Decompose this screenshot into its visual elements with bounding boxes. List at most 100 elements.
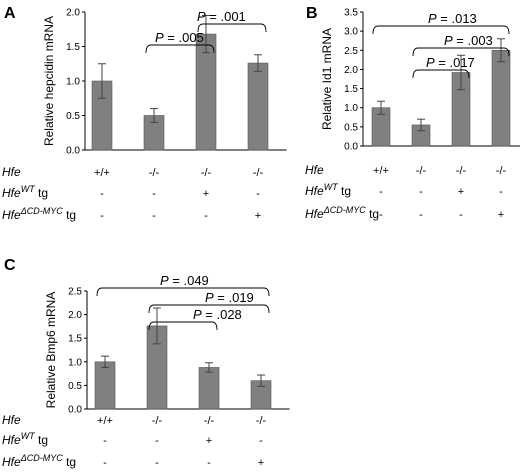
- genotype-cell: -: [152, 188, 156, 200]
- genotype-cell: +: [258, 457, 264, 469]
- p-value: = .019: [214, 290, 254, 305]
- genotype-cell: -: [207, 457, 211, 469]
- genotype-cell: -: [259, 435, 263, 447]
- genotype-cell: +/+: [373, 165, 389, 177]
- significance-bracket: [145, 44, 215, 54]
- y-tick-label: 0.0: [344, 142, 358, 153]
- panel-c: C 0.0 0.5 1.0 1.5 2.0 2.5 Relative Bmp6 mRNA P =…: [2, 257, 290, 469]
- genotype-cell: -: [103, 457, 107, 469]
- genotype-cell: -: [152, 210, 156, 222]
- significance-bracket: [412, 69, 470, 79]
- genotype-cell: -: [155, 457, 159, 469]
- p-value-label: P = .049: [160, 273, 209, 288]
- y-tick-label: 3.5: [344, 8, 358, 19]
- genotype-superscript: ΔCD-MYC: [20, 453, 64, 463]
- significance-bracket: [148, 321, 218, 331]
- genotype-cell: -/-: [253, 167, 264, 179]
- significance-bracket: [148, 304, 270, 314]
- p-value-label: P = .013: [428, 11, 477, 26]
- p-symbol: P: [426, 55, 435, 70]
- p-value-label: P = .003: [444, 33, 493, 48]
- bar: [198, 367, 220, 410]
- bar: [491, 49, 511, 147]
- genotype-cell: +: [206, 435, 212, 447]
- genotype-cell: -: [379, 209, 383, 221]
- p-value-label: P = .001: [197, 9, 246, 24]
- p-symbol: P: [155, 30, 164, 45]
- y-tick-label: 0.0: [68, 405, 82, 416]
- p-value-label: P = .017: [426, 55, 475, 70]
- panel-a: A 0.0 0.5 1.0 1.5 2.0 Relative hepcidin mRNA P …: [2, 5, 287, 222]
- genotype-cell: -: [419, 186, 423, 198]
- genotype-cell: -: [103, 435, 107, 447]
- panel-label: B: [306, 5, 318, 22]
- genotype-cell: -: [100, 188, 104, 200]
- genotype-row-label: HfeΔCD-MYC tg: [2, 453, 76, 469]
- genotype-cell: -/-: [152, 415, 163, 427]
- p-symbol: P: [205, 290, 214, 305]
- p-value: = .013: [437, 11, 477, 26]
- p-value-label: P = .005: [155, 30, 204, 45]
- genotype-row-label: Hfe: [305, 163, 324, 177]
- genotype-cell: -: [499, 186, 503, 198]
- significance-bracket: [372, 25, 510, 35]
- p-symbol: P: [444, 33, 453, 48]
- genotype-suffix: tg: [63, 455, 76, 469]
- genotype-cell: +/+: [94, 167, 110, 179]
- p-symbol: P: [193, 307, 202, 322]
- genotype-cell: +: [255, 210, 261, 222]
- y-tick-label: 2.0: [344, 65, 358, 76]
- y-tick-label: 2.5: [68, 287, 82, 298]
- genotype-cell: -: [459, 209, 463, 221]
- panel-label: A: [4, 5, 16, 22]
- y-tick-label: 1.5: [66, 42, 80, 53]
- genotype-superscript: WT: [324, 182, 339, 192]
- genotype-cell: +: [203, 188, 209, 200]
- genotype-superscript: ΔCD-MYC: [323, 205, 367, 215]
- genotype-cell: -/-: [456, 165, 467, 177]
- y-tick-label: 2.0: [68, 310, 82, 321]
- genotype-cell: +/+: [97, 415, 113, 427]
- genotype-cell: -: [155, 435, 159, 447]
- genotype-superscript: ΔCD-MYC: [20, 206, 64, 216]
- genotype-cell: +: [498, 209, 504, 221]
- genotype-cell: -: [100, 210, 104, 222]
- y-tick-label: 2.5: [344, 46, 358, 57]
- genotype-gene: Hfe: [305, 207, 324, 221]
- y-tick-label: 1.0: [68, 357, 82, 368]
- y-tick-label: 0.5: [66, 111, 80, 122]
- genotype-row-label: HfeWT tg: [2, 184, 48, 200]
- genotype-suffix: tg: [338, 184, 351, 198]
- bar: [247, 62, 269, 151]
- genotype-cell: -/-: [416, 165, 427, 177]
- genotype-gene: Hfe: [305, 184, 324, 198]
- p-symbol: P: [197, 9, 206, 24]
- p-value-label: P = .019: [205, 290, 254, 305]
- genotype-row-label: Hfe: [2, 413, 21, 427]
- genotype-gene: Hfe: [2, 165, 21, 179]
- y-tick-label: 1.0: [344, 103, 358, 114]
- genotype-cell: -: [379, 186, 383, 198]
- genotype-superscript: WT: [21, 184, 36, 194]
- genotype-suffix: tg: [366, 207, 379, 221]
- p-value: = .028: [202, 307, 242, 322]
- genotype-cell: -/-: [496, 165, 507, 177]
- p-value: = .017: [435, 55, 475, 70]
- p-symbol: P: [428, 11, 437, 26]
- genotype-superscript: WT: [21, 431, 36, 441]
- y-axis-title: Relative hepcidin mRNA: [42, 16, 56, 146]
- genotype-gene: Hfe: [2, 455, 21, 469]
- y-tick-label: 0.5: [68, 381, 82, 392]
- genotype-cell: -/-: [256, 415, 267, 427]
- genotype-gene: Hfe: [305, 163, 324, 177]
- genotype-gene: Hfe: [2, 208, 21, 222]
- p-value-label: P = .028: [193, 307, 242, 322]
- significance-bracket: [96, 287, 270, 297]
- genotype-gene: Hfe: [2, 186, 21, 200]
- genotype-cell: -/-: [201, 167, 212, 179]
- y-tick-label: 0.5: [344, 122, 358, 133]
- significance-bracket: [197, 23, 267, 33]
- y-tick-label: 2.0: [66, 8, 80, 19]
- genotype-row-label: HfeΔCD-MYC tg: [2, 206, 76, 222]
- genotype-gene: Hfe: [2, 433, 21, 447]
